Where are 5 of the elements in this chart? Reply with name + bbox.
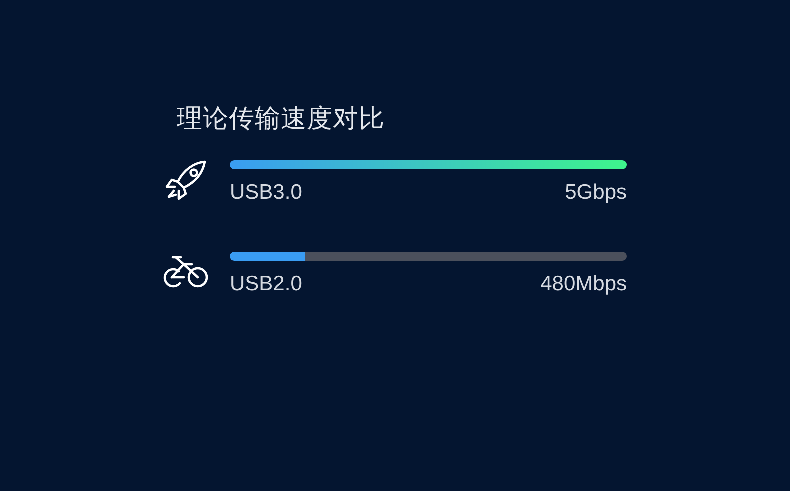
category-label: USB3.0	[230, 181, 302, 204]
title: 理论传输速度对比	[177, 105, 385, 133]
category-label: USB2.0	[230, 272, 302, 296]
annotation: 5Gbps	[565, 181, 627, 204]
annotation: 480Mbps	[540, 272, 627, 296]
